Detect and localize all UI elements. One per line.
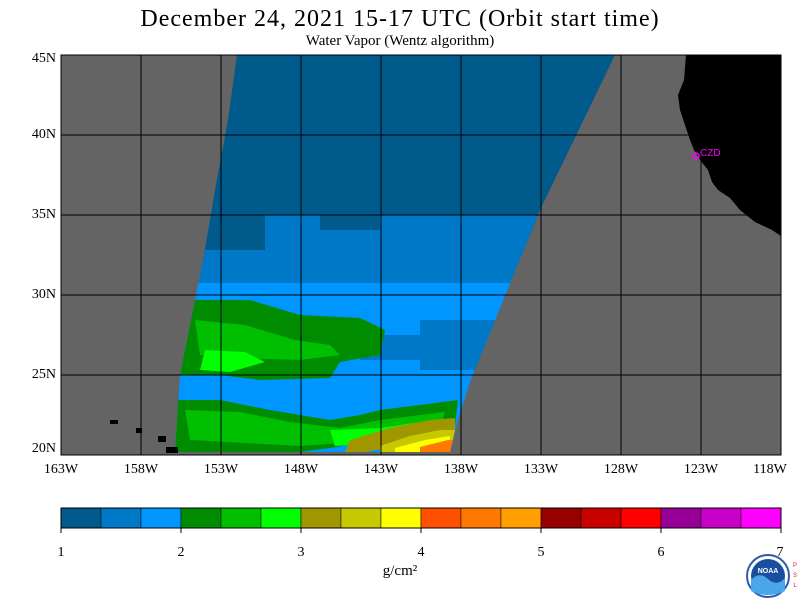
colorbar-segment [300, 507, 342, 529]
colorbar-segment [540, 507, 582, 529]
band-dark-blue-patch [205, 215, 265, 250]
colorbar-units: g/cm² [382, 563, 418, 579]
colorbar-segment [580, 507, 622, 529]
psl-letters: L [793, 583, 797, 589]
lon-label-138w: 138W [443, 462, 479, 477]
lat-label-40n: 40N [31, 127, 56, 142]
colorbar-segment [460, 507, 502, 529]
psl-letters: P [793, 563, 797, 569]
colorbar-segment [660, 507, 702, 529]
colorbar-segment [380, 507, 422, 529]
colorbar-tick-4: 4 [417, 545, 425, 560]
green-blob-2 [195, 320, 340, 360]
colorbar-tick-5: 5 [537, 545, 545, 560]
map-subtitle: Water Vapor (Wentz algorithm) [305, 33, 495, 49]
colorbar-segment [740, 507, 782, 529]
colorbar-tick-7: 7 [776, 545, 784, 560]
colorbar-segment [220, 507, 262, 529]
colorbar-segment [180, 507, 222, 529]
colorbar-segment [340, 507, 382, 529]
colorbar [60, 507, 782, 533]
island [110, 420, 118, 424]
green-blob-3 [200, 350, 265, 372]
lon-label-163w: 163W [43, 462, 79, 477]
colorbar-segment [620, 507, 662, 529]
orange-patch [420, 440, 456, 452]
colorbar-segment [500, 507, 542, 529]
noaa-logo-wave [751, 575, 785, 595]
psl-letters: S [793, 573, 797, 579]
noaa-logo: NOAA P S L [746, 554, 797, 598]
noaa-logo-text: NOAA [758, 568, 779, 575]
lon-label-123w: 123W [683, 462, 719, 477]
station-label: CZD [700, 148, 721, 159]
graticule [61, 55, 781, 455]
colorbar-tick-6: 6 [657, 545, 665, 560]
island [166, 447, 178, 453]
colorbar-segment [140, 507, 182, 529]
land-mass [678, 55, 781, 236]
yellow-patch-1 [380, 430, 455, 452]
colorbar-segment [60, 507, 102, 529]
map-title: December 24, 2021 15-17 UTC (Orbit start… [140, 6, 660, 32]
island [136, 428, 142, 433]
colorbar-tick-3: 3 [297, 545, 305, 560]
lat-label-30n: 30N [31, 287, 56, 302]
island [158, 436, 166, 442]
colorbar-segment [420, 507, 462, 529]
lon-label-148w: 148W [283, 462, 319, 477]
colorbar-segment [700, 507, 742, 529]
colorbar-tick-1: 1 [57, 545, 65, 560]
band-dark-blue-patch [320, 210, 380, 230]
lon-label-158w: 158W [123, 462, 159, 477]
olive-patch [345, 418, 455, 452]
lon-label-143w: 143W [363, 462, 399, 477]
colorbar-segment [260, 507, 302, 529]
lon-label-153w: 153W [203, 462, 239, 477]
lon-label-118w: 118W [753, 462, 787, 477]
colorbar-tick-2: 2 [177, 545, 185, 560]
lat-label-45n: 45N [31, 51, 56, 66]
lat-label-25n: 25N [31, 367, 56, 382]
lon-label-128w: 128W [603, 462, 639, 477]
lat-label-35n: 35N [31, 207, 56, 222]
map-frame [60, 54, 782, 456]
colorbar-segment [100, 507, 142, 529]
station-marker [692, 152, 700, 160]
lat-label-20n: 20N [31, 441, 56, 456]
lon-label-133w: 133W [523, 462, 559, 477]
